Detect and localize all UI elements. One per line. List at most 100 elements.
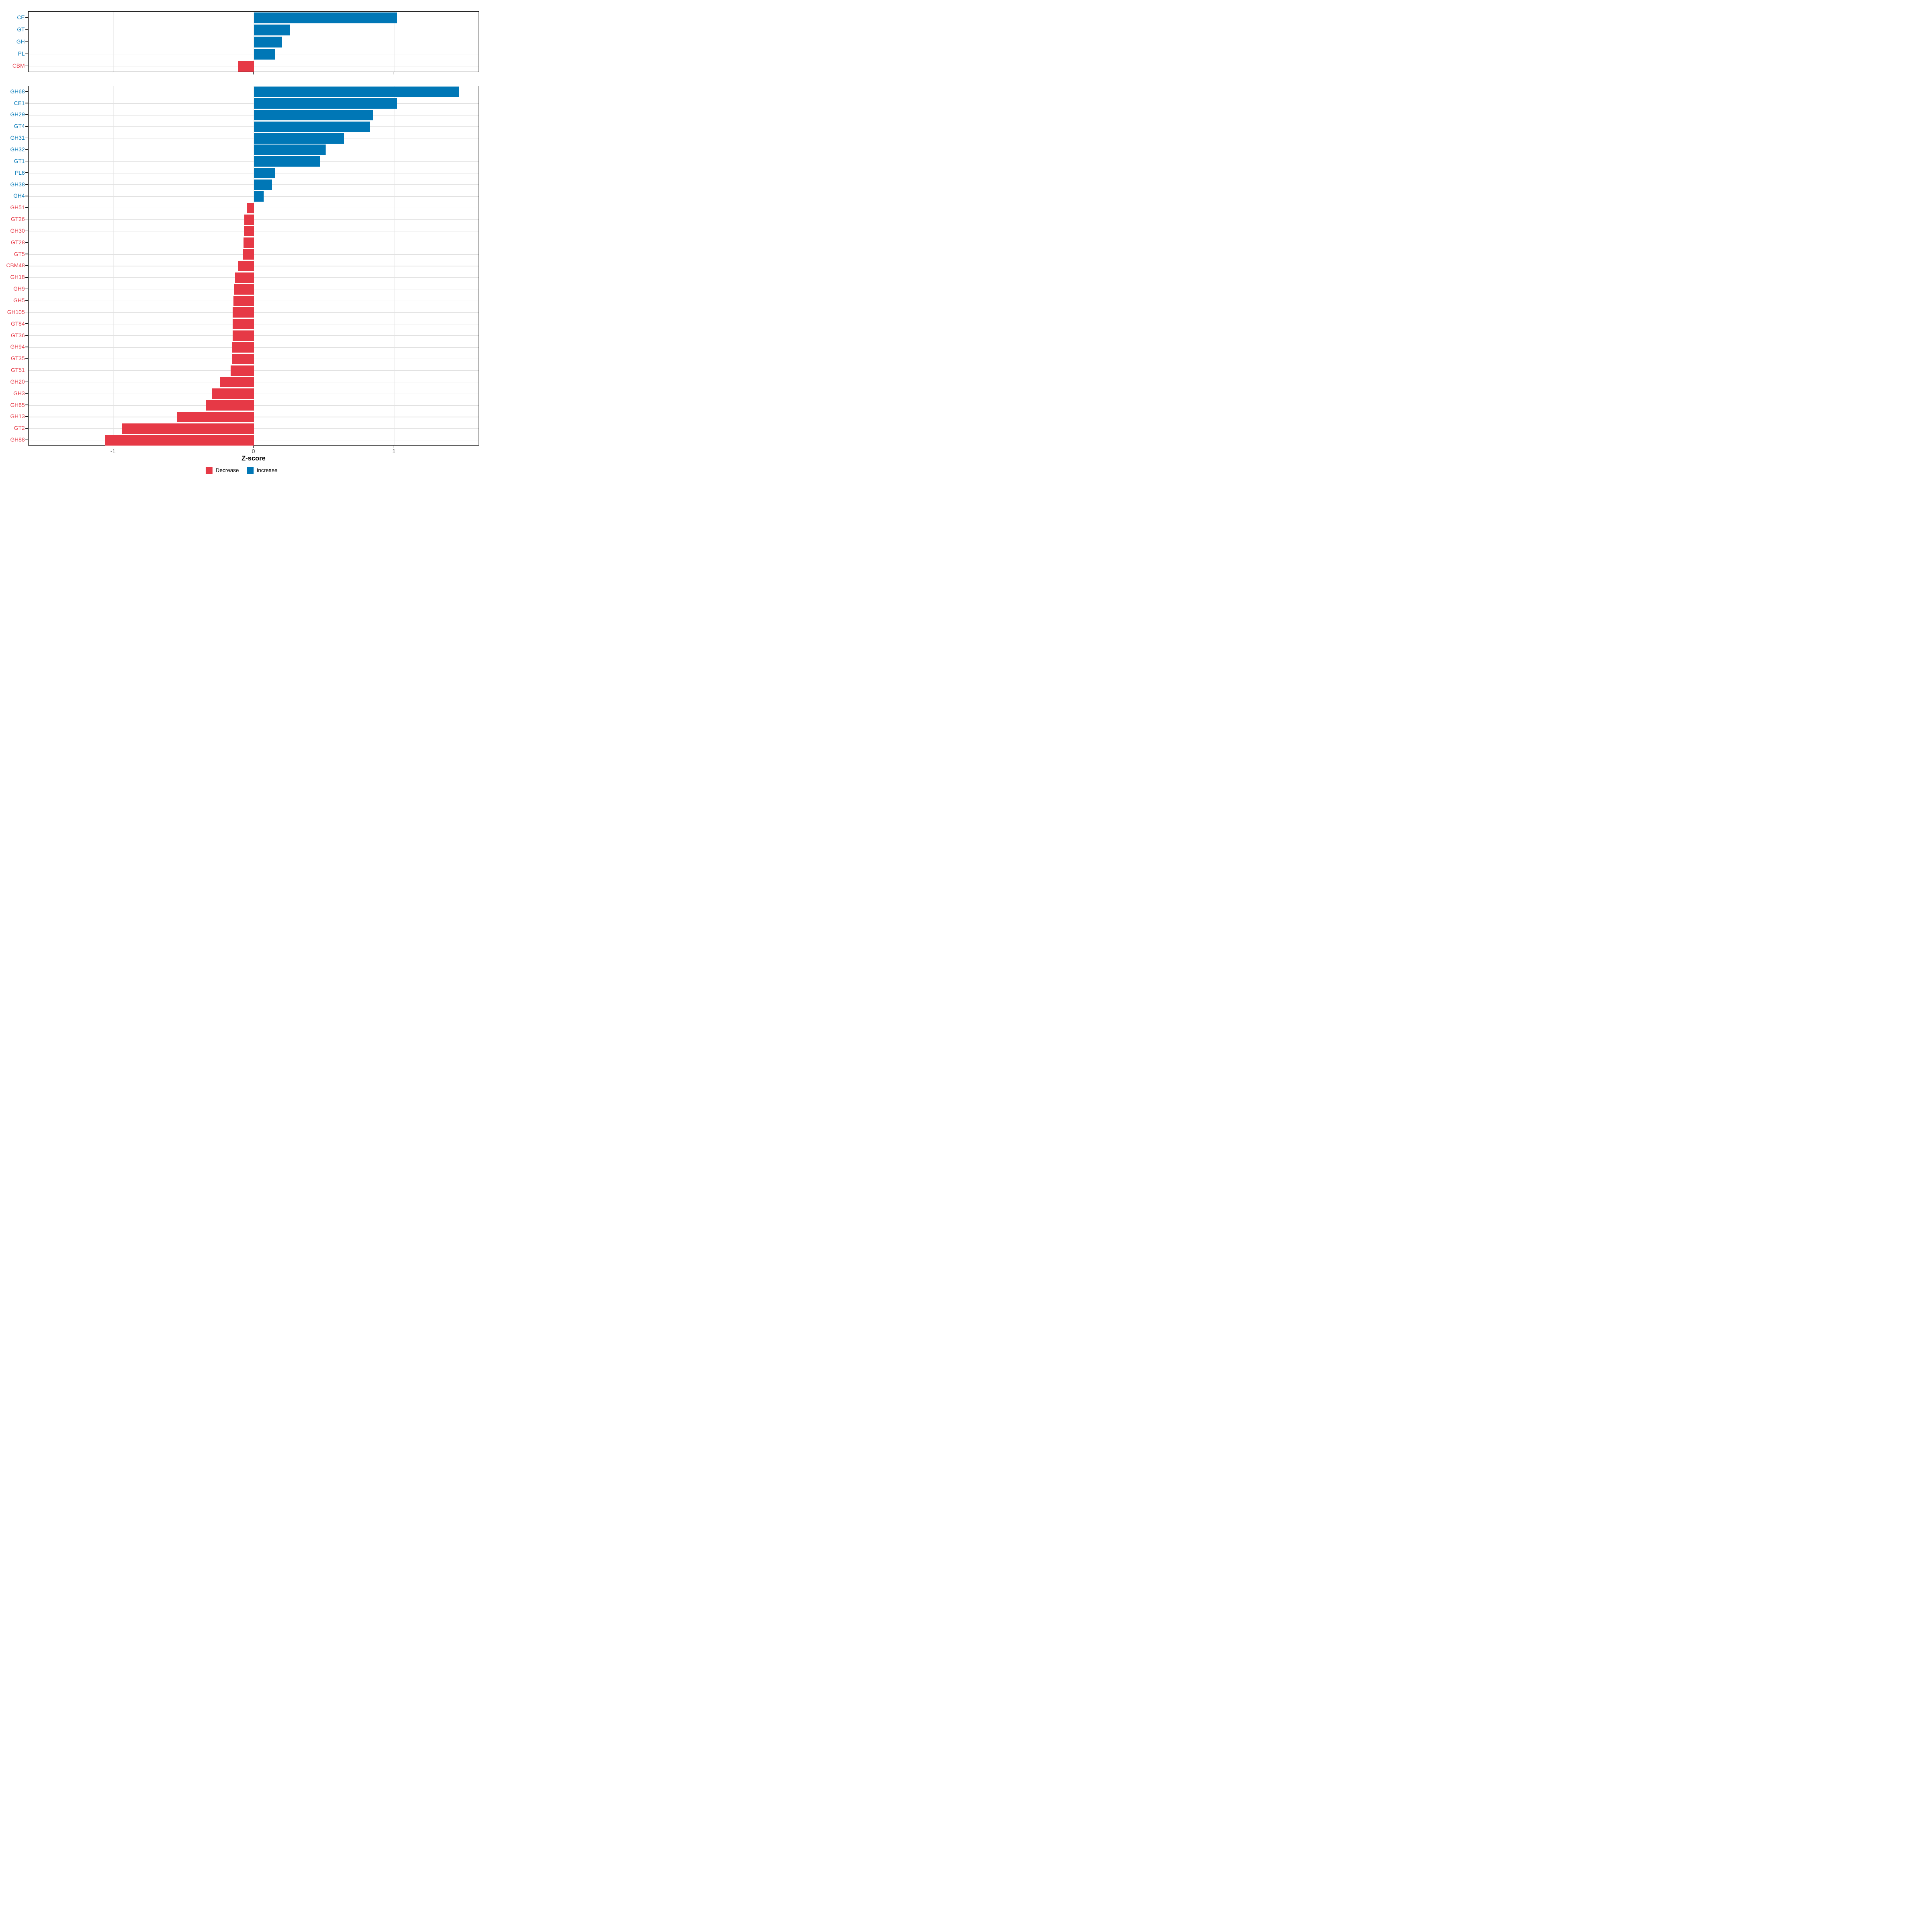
bar-GT2 (122, 423, 254, 434)
y-tick-GT84 (25, 323, 28, 324)
bar-GH38 (254, 180, 272, 190)
y-tick-label-GT51: GT51 (10, 367, 25, 374)
bar-GH31 (254, 133, 344, 144)
y-tick-GH3 (25, 393, 28, 394)
bar-GH9 (233, 284, 254, 295)
y-tick-label-GT35: GT35 (10, 355, 25, 362)
gridline-x--1 (113, 12, 114, 72)
bar-PL (254, 48, 275, 60)
y-tick-PL8 (25, 172, 28, 173)
bar-GH (254, 36, 282, 47)
y-tick-label-CBM48: CBM48 (6, 262, 25, 269)
y-tick-GH68 (25, 91, 28, 92)
bar-CBM48 (237, 260, 254, 271)
legend-label-increase: Increase (256, 467, 278, 473)
bar-GH65 (206, 400, 254, 411)
y-tick-label-GH: GH (16, 38, 25, 45)
x-tick--1-panel1 (112, 446, 114, 448)
y-tick-label-GT36: GT36 (10, 332, 25, 339)
bar-GH30 (244, 226, 254, 237)
y-tick-label-GH18: GH18 (10, 274, 25, 281)
bar-PL8 (254, 168, 275, 179)
x-tick--1-panel0 (112, 72, 114, 74)
bar-GH94 (232, 342, 254, 353)
y-tick-label-GH5: GH5 (13, 297, 25, 303)
y-tick-label-CBM: CBM (12, 63, 25, 69)
legend-item-decrease: Decrease (205, 467, 239, 474)
y-tick-GH29 (25, 114, 28, 115)
y-tick-label-GT28: GT28 (10, 239, 25, 246)
bar-CE (254, 12, 397, 23)
y-tick-GT28 (25, 242, 28, 243)
bar-CE1 (254, 98, 397, 109)
y-tick-GT36 (25, 335, 28, 336)
y-tick-label-GH4: GH4 (13, 193, 25, 199)
y-tick-label-GH38: GH38 (10, 181, 25, 188)
y-tick-CBM48 (25, 265, 28, 266)
y-tick-label-GH51: GH51 (10, 204, 25, 211)
cazyme-class-panel (28, 11, 479, 72)
y-tick-label-GH31: GH31 (10, 135, 25, 141)
y-tick-label-GH9: GH9 (13, 286, 25, 292)
legend-label-decrease: Decrease (215, 467, 239, 473)
bar-CBM (238, 61, 254, 72)
bar-GT5 (243, 249, 254, 260)
bar-GH5 (233, 295, 254, 306)
y-tick-GT51 (25, 369, 28, 371)
bar-GT36 (232, 330, 254, 341)
x-tick-label--1: -1 (110, 448, 116, 455)
bar-GH51 (247, 202, 254, 213)
bar-GH4 (254, 191, 264, 202)
y-tick-label-GH30: GH30 (10, 227, 25, 234)
legend-swatch-increase (246, 467, 254, 474)
y-tick-GH18 (25, 277, 28, 278)
y-tick-GT26 (25, 219, 28, 220)
bar-GH105 (233, 307, 254, 318)
y-tick-GH51 (25, 207, 28, 208)
bar-GT84 (232, 319, 254, 330)
y-tick-label-GT5: GT5 (14, 251, 25, 257)
bar-GH32 (254, 144, 326, 155)
y-tick-label-PL8: PL8 (14, 169, 25, 176)
y-tick-GH5 (25, 300, 28, 301)
y-tick-label-GT84: GT84 (10, 320, 25, 327)
y-tick-label-PL: PL (18, 51, 25, 57)
x-tick-label-0: 0 (252, 448, 255, 455)
y-tick-label-GH68: GH68 (10, 88, 25, 95)
y-tick-GT2 (25, 428, 28, 429)
y-tick-GT (25, 29, 28, 30)
y-tick-GH105 (25, 312, 28, 313)
zscore-figure: Z-score Decrease Increase CE GT GH PL CBM GH68… (0, 0, 483, 483)
gridline-x--1 (113, 86, 114, 446)
bar-GH68 (254, 87, 459, 97)
bar-GT28 (244, 237, 254, 248)
y-tick-label-GT4: GT4 (14, 123, 25, 130)
bar-GT26 (244, 214, 254, 225)
y-tick-GH13 (25, 416, 28, 417)
y-tick-label-GH105: GH105 (7, 309, 25, 315)
y-tick-label-GH20: GH20 (10, 378, 25, 385)
bar-GT1 (254, 156, 320, 167)
bar-GH13 (176, 411, 254, 422)
cazyme-family-panel (28, 85, 479, 446)
bar-GH18 (235, 272, 254, 283)
y-tick-label-CE: CE (17, 14, 25, 21)
y-tick-label-GT1: GT1 (14, 158, 25, 164)
legend-item-increase: Increase (246, 467, 278, 474)
bar-GH88 (105, 435, 254, 446)
y-tick-GT4 (25, 126, 28, 127)
y-tick-label-GH29: GH29 (10, 111, 25, 118)
legend-swatch-decrease (205, 467, 213, 474)
legend: Decrease Increase (0, 467, 483, 474)
y-tick-label-GH65: GH65 (10, 402, 25, 408)
y-tick-label-GH32: GH32 (10, 146, 25, 153)
bar-GT51 (230, 365, 254, 376)
bar-GH29 (254, 109, 374, 120)
y-tick-GT35 (25, 358, 28, 359)
x-tick-label-1: 1 (392, 448, 396, 455)
y-tick-label-CE1: CE1 (14, 100, 25, 106)
y-tick-label-GT2: GT2 (14, 425, 25, 431)
bar-GH20 (220, 377, 254, 388)
y-tick-GH38 (25, 184, 28, 185)
bar-GH3 (211, 388, 254, 399)
